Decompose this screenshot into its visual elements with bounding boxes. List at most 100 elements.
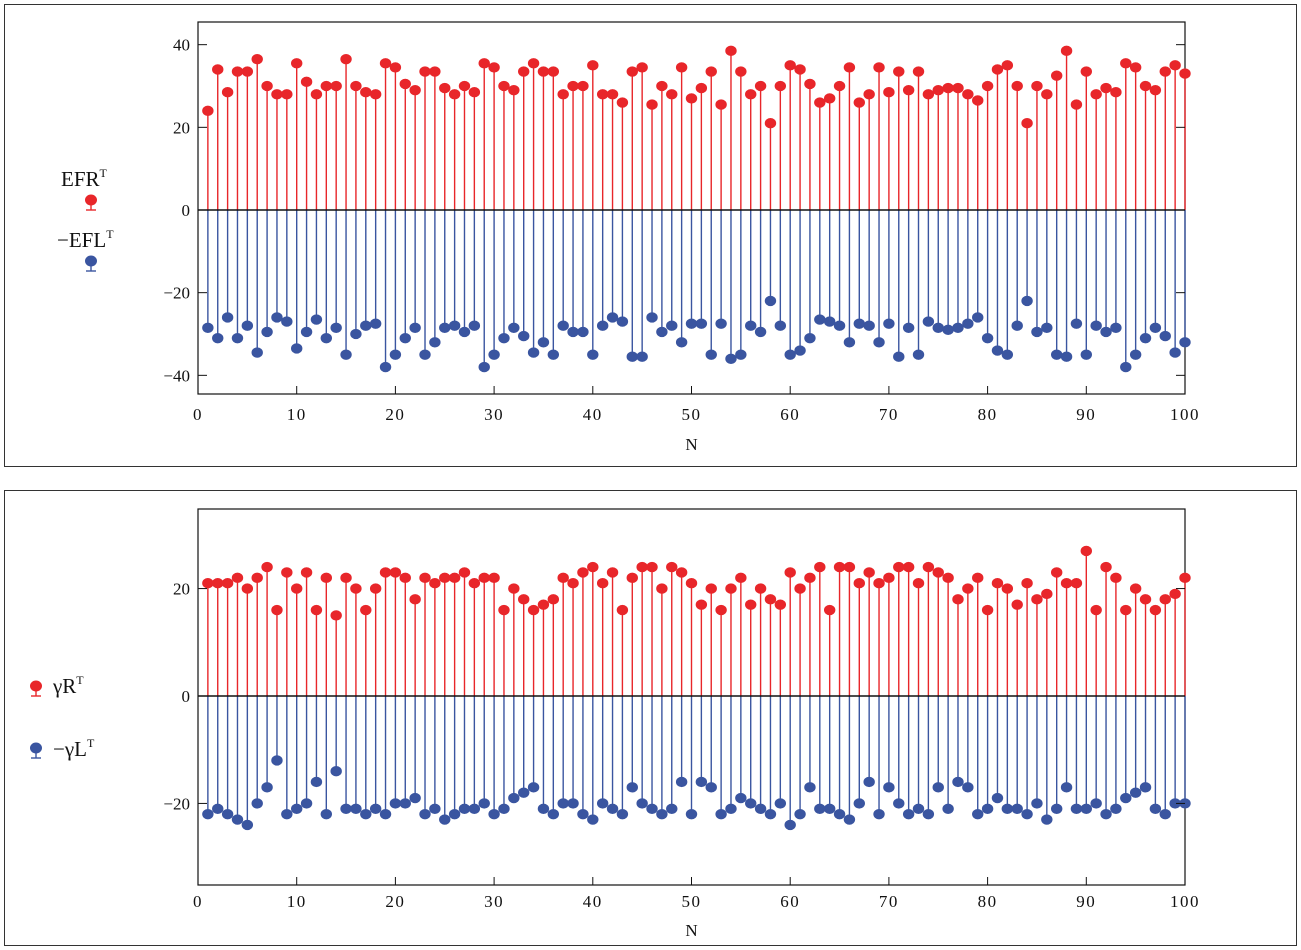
data-point bbox=[587, 561, 599, 573]
data-point bbox=[1120, 792, 1132, 804]
data-point bbox=[281, 567, 293, 578]
data-point bbox=[1060, 45, 1073, 57]
data-point bbox=[784, 567, 796, 578]
x-tick-label: 100 bbox=[1170, 405, 1200, 424]
data-point bbox=[616, 316, 629, 327]
x-tick-label: 30 bbox=[484, 892, 504, 911]
data-point bbox=[715, 808, 727, 820]
data-point bbox=[1050, 349, 1063, 360]
data-point bbox=[893, 351, 905, 362]
data-point bbox=[1080, 349, 1093, 360]
data-point bbox=[754, 326, 767, 338]
data-point bbox=[666, 89, 678, 100]
data-point bbox=[518, 787, 530, 798]
data-point bbox=[448, 572, 461, 584]
data-point bbox=[883, 87, 895, 98]
data-point bbox=[1031, 798, 1043, 809]
data-point bbox=[833, 561, 846, 573]
data-point bbox=[557, 798, 569, 809]
data-point bbox=[1060, 351, 1073, 362]
data-point bbox=[1100, 326, 1112, 338]
x-tick-label: 60 bbox=[780, 405, 800, 424]
data-point bbox=[1110, 572, 1122, 584]
data-point bbox=[468, 578, 481, 589]
data-point bbox=[833, 80, 846, 92]
data-point bbox=[1179, 572, 1191, 584]
data-point bbox=[636, 561, 648, 573]
x-tick-label: 40 bbox=[583, 892, 603, 911]
data-point bbox=[1120, 604, 1132, 616]
data-point bbox=[656, 326, 668, 338]
legend-entry-efl: −EFLT bbox=[57, 227, 114, 272]
data-point bbox=[1041, 814, 1053, 825]
data-point bbox=[705, 782, 717, 793]
data-point bbox=[369, 803, 382, 814]
data-point bbox=[616, 808, 629, 820]
data-point bbox=[1011, 599, 1023, 610]
legend-marker-icon bbox=[30, 680, 42, 692]
data-point bbox=[527, 58, 540, 69]
data-point bbox=[468, 320, 481, 331]
data-point bbox=[1001, 803, 1014, 814]
series-positive bbox=[202, 545, 1191, 696]
data-point bbox=[310, 604, 323, 616]
data-point bbox=[991, 792, 1004, 804]
data-point bbox=[369, 318, 382, 329]
data-point bbox=[251, 347, 263, 358]
data-point bbox=[537, 337, 550, 348]
data-point bbox=[291, 583, 303, 594]
data-point bbox=[981, 803, 994, 814]
data-point bbox=[616, 97, 629, 108]
data-point bbox=[587, 814, 599, 825]
data-point bbox=[498, 80, 510, 92]
x-tick-label: 50 bbox=[682, 405, 702, 424]
data-point bbox=[804, 78, 816, 90]
data-point bbox=[685, 808, 698, 820]
data-point bbox=[991, 345, 1004, 356]
data-point bbox=[498, 332, 510, 344]
data-point bbox=[843, 62, 856, 73]
data-point bbox=[508, 792, 520, 804]
data-point bbox=[754, 80, 767, 92]
data-point bbox=[745, 599, 757, 610]
data-point bbox=[784, 349, 796, 360]
data-point bbox=[577, 567, 589, 578]
data-point bbox=[587, 60, 599, 71]
x-tick-label: 0 bbox=[193, 892, 203, 911]
data-point bbox=[439, 82, 451, 94]
data-point bbox=[774, 320, 787, 331]
data-point bbox=[429, 337, 441, 348]
data-point bbox=[1139, 332, 1152, 344]
data-point bbox=[527, 782, 540, 793]
data-point bbox=[823, 803, 836, 814]
data-point bbox=[1110, 87, 1122, 98]
legend-label: EFRT bbox=[61, 166, 108, 191]
data-point bbox=[922, 89, 935, 100]
data-point bbox=[429, 578, 441, 589]
data-point bbox=[291, 58, 303, 69]
data-point bbox=[340, 572, 352, 584]
data-point bbox=[774, 599, 787, 610]
data-point bbox=[981, 80, 994, 92]
x-tick-label: 90 bbox=[1076, 405, 1096, 424]
data-point bbox=[518, 594, 530, 605]
data-point bbox=[360, 320, 372, 331]
data-point bbox=[843, 337, 856, 348]
data-point bbox=[794, 808, 806, 820]
data-point bbox=[399, 332, 411, 344]
data-point bbox=[1011, 80, 1023, 92]
x-tick-label: 80 bbox=[978, 405, 998, 424]
data-point bbox=[508, 583, 520, 594]
data-point bbox=[725, 45, 737, 57]
data-point bbox=[952, 776, 964, 788]
data-point bbox=[666, 320, 678, 331]
data-point bbox=[863, 89, 875, 100]
data-point bbox=[991, 64, 1004, 75]
data-point bbox=[606, 567, 619, 578]
data-point bbox=[419, 349, 431, 360]
data-point bbox=[1179, 68, 1191, 79]
data-point bbox=[656, 80, 668, 92]
data-point bbox=[695, 776, 708, 788]
data-point bbox=[231, 66, 244, 77]
data-point bbox=[932, 567, 944, 578]
